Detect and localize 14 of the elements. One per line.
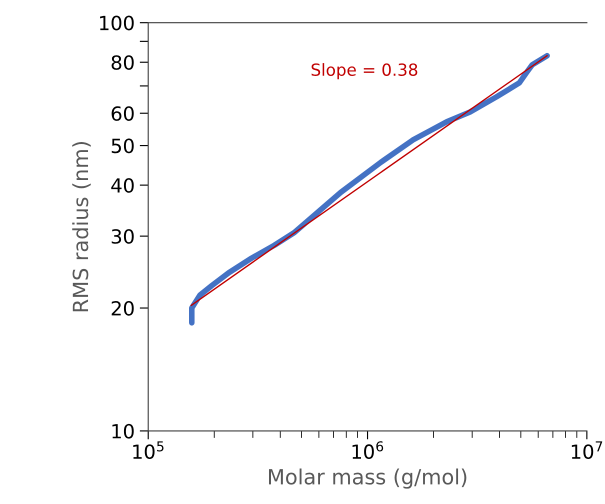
y-tick-label: 10: [112, 424, 134, 439]
y-tick-label: 100: [100, 16, 134, 30]
x-tick-label: 10$^{5}$: [133, 441, 164, 460]
x-tick-label: 10$^{7}$: [572, 441, 602, 460]
y-axis-title: RMS radius (nm): [72, 142, 91, 312]
y-tick-label: 40: [111, 178, 134, 193]
y-tick-label: 80: [112, 55, 134, 70]
y-tick-label: 60: [112, 106, 134, 121]
y-tick-label: 50: [112, 138, 134, 154]
y-tick-label: 20: [112, 300, 134, 316]
y-tick-label: 30: [112, 229, 134, 244]
x-axis-title: Molar mass (g/mol): [268, 468, 466, 489]
x-tick-label: 10$^{6}$: [352, 441, 384, 460]
annotation: Slope = 0.38: [312, 63, 418, 80]
